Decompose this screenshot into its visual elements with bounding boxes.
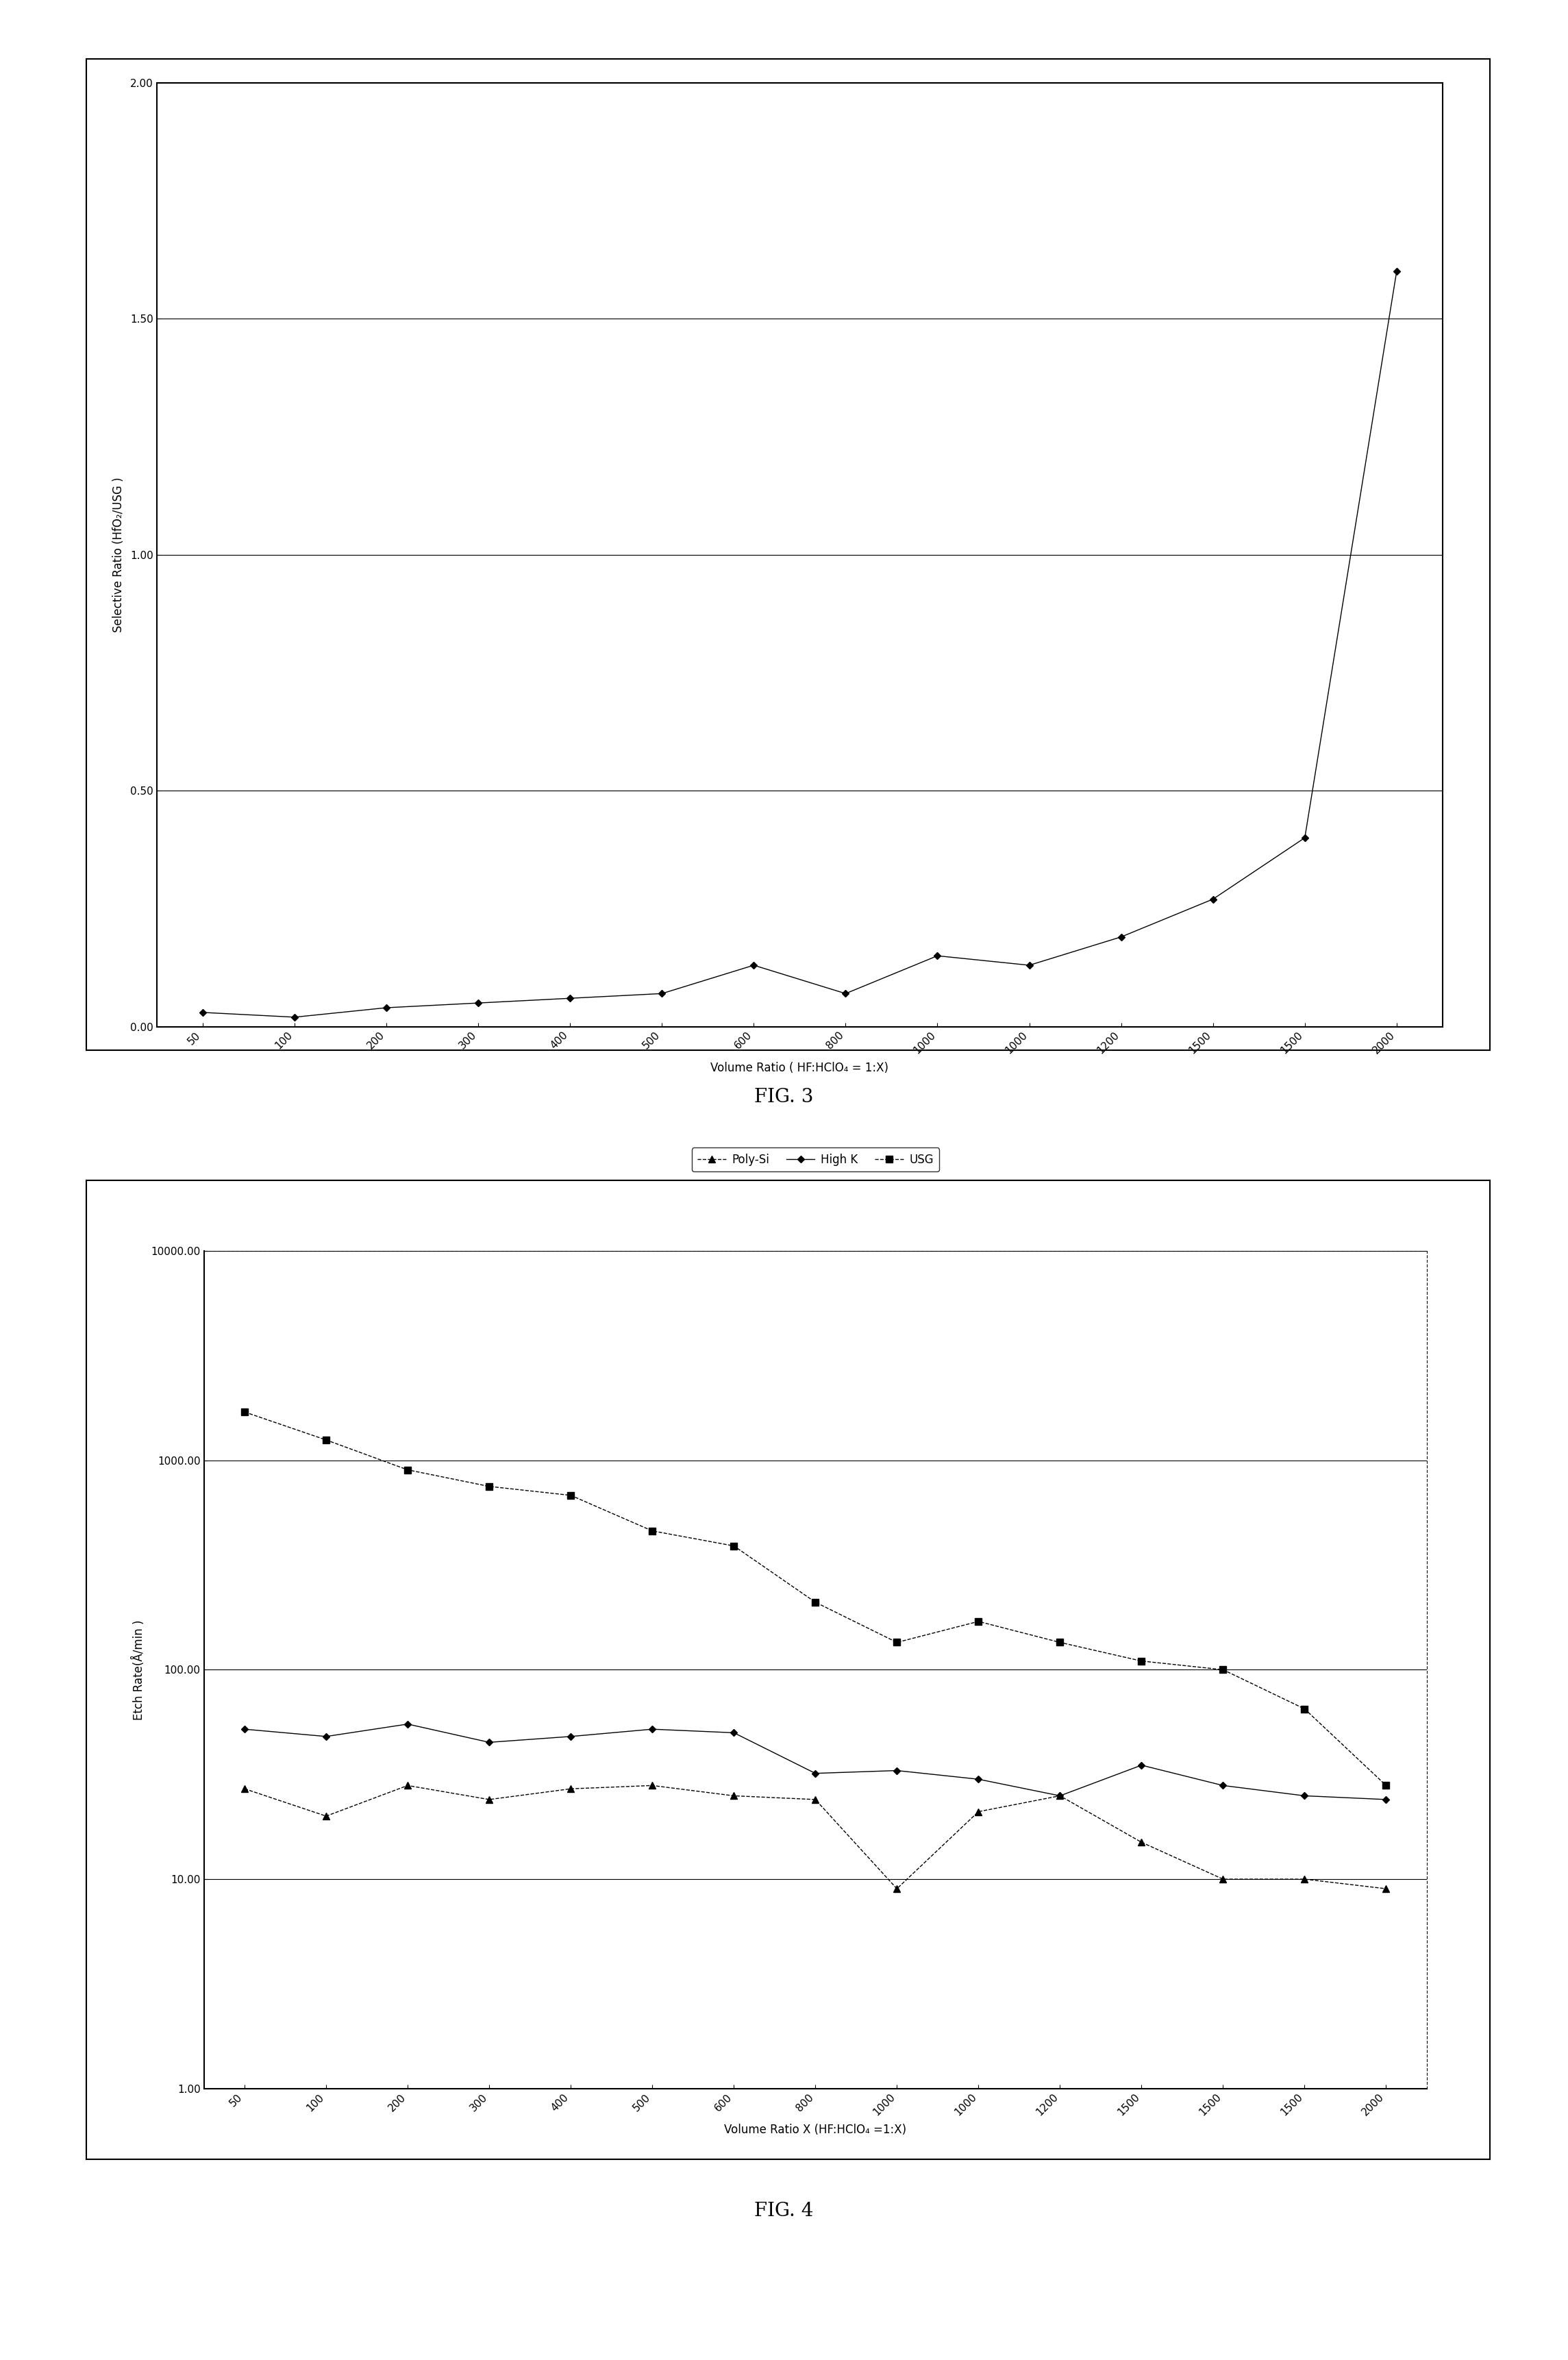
Poly-Si: [1295, 1864, 1314, 1893]
Poly-Si: [235, 1775, 254, 1803]
Poly-Si: [480, 1787, 499, 1815]
USG: [1377, 1772, 1396, 1801]
High K: [1295, 1782, 1314, 1810]
USG: [235, 1397, 254, 1425]
High K: [887, 1756, 906, 1784]
High K: [969, 1765, 988, 1794]
Poly-Si: [806, 1787, 825, 1815]
X-axis label: Volume Ratio ( HF:HClO₄ = 1:X): Volume Ratio ( HF:HClO₄ = 1:X): [710, 1062, 889, 1074]
High K: [561, 1723, 580, 1751]
Poly-Si: [1214, 1864, 1232, 1893]
USG: [1132, 1647, 1151, 1676]
USG: [887, 1628, 906, 1657]
Poly-Si: [724, 1782, 743, 1810]
Legend: Poly-Si, High K, USG: Poly-Si, High K, USG: [691, 1147, 939, 1171]
Poly-Si: [317, 1803, 336, 1831]
USG: [969, 1607, 988, 1635]
High K: [1132, 1751, 1151, 1779]
High K: [398, 1711, 417, 1739]
X-axis label: Volume Ratio X (HF:HClO₄ =1:X): Volume Ratio X (HF:HClO₄ =1:X): [724, 2124, 906, 2136]
High K: [480, 1728, 499, 1756]
Text: FIG. 4: FIG. 4: [754, 2202, 814, 2221]
Poly-Si: [969, 1798, 988, 1827]
Y-axis label: Selective Ratio (HfO₂/USG ): Selective Ratio (HfO₂/USG ): [113, 477, 124, 632]
High K: [235, 1716, 254, 1744]
High K: [724, 1718, 743, 1746]
Poly-Si: [398, 1772, 417, 1801]
Line: USG: USG: [241, 1409, 1389, 1789]
USG: [1295, 1694, 1314, 1723]
Text: FIG. 3: FIG. 3: [754, 1088, 814, 1107]
Poly-Si: [643, 1772, 662, 1801]
High K: [1214, 1772, 1232, 1801]
Line: High K: High K: [241, 1723, 1389, 1803]
USG: [806, 1588, 825, 1617]
USG: [643, 1517, 662, 1546]
Line: Poly-Si: Poly-Si: [241, 1782, 1389, 1893]
Poly-Si: [1051, 1782, 1069, 1810]
High K: [1051, 1782, 1069, 1810]
Poly-Si: [561, 1775, 580, 1803]
USG: [398, 1456, 417, 1484]
Poly-Si: [1132, 1829, 1151, 1857]
High K: [643, 1716, 662, 1744]
USG: [1051, 1628, 1069, 1657]
USG: [317, 1425, 336, 1454]
USG: [561, 1482, 580, 1510]
USG: [480, 1473, 499, 1501]
USG: [1214, 1657, 1232, 1685]
High K: [806, 1758, 825, 1787]
High K: [1377, 1787, 1396, 1815]
USG: [724, 1532, 743, 1560]
High K: [317, 1723, 336, 1751]
Poly-Si: [1377, 1874, 1396, 1902]
Y-axis label: Etch Rate(Å/min ): Etch Rate(Å/min ): [132, 1619, 146, 1720]
Poly-Si: [887, 1874, 906, 1902]
